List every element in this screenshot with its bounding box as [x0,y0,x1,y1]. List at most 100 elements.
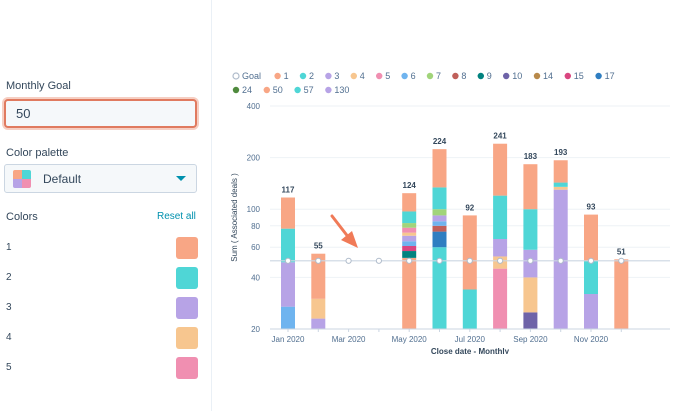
color-row-label: 1 [6,242,12,253]
y-tick-label: 100 [247,205,261,214]
bar-total-label: 241 [493,132,507,141]
color-swatch-button[interactable] [176,267,198,289]
goal-point [436,257,443,264]
legend-label: 57 [304,85,314,95]
bar-total-label: 93 [587,203,596,212]
goal-point [375,257,382,264]
color-row: 3 [0,297,212,321]
bar-segment [281,197,295,229]
legend-item: 50 [263,85,283,95]
color-row-label: 3 [6,302,12,313]
legend-item: 24 [232,85,252,95]
x-tick-label: Jul 2020 [455,335,486,344]
legend-marker [232,86,240,94]
y-axis-title: Sum ( Associated deals ) [230,173,239,262]
bar-segment [553,182,568,187]
legend-label: 3 [334,71,339,81]
y-tick-label: 60 [251,243,260,252]
bar-segment [402,251,417,258]
bar-segment [402,245,417,252]
goal-point [284,257,292,264]
chevron-down-icon [176,176,186,181]
goal-point [557,257,564,264]
color-row: 4 [0,327,212,351]
bar-segment [493,195,508,240]
legend-item: 9 [477,71,492,81]
legend-marker [477,72,484,80]
color-swatch-button[interactable] [176,237,198,259]
legend-label: 4 [360,71,365,81]
y-tick-label: 40 [251,273,260,282]
legend-label: 9 [487,71,492,81]
y-tick-label: 400 [247,102,261,111]
bar-segment [281,228,295,263]
color-palette-value: Default [43,171,82,186]
x-tick-label: Nov 2020 [574,335,609,344]
bar-total-label: 124 [403,181,417,190]
legend-item: 8 [452,71,466,81]
monthly-goal-label: Monthly Goal [6,80,71,92]
bar-total-label: 51 [617,247,626,256]
bar-segment [523,164,538,210]
bar-segment [402,235,417,242]
bar-total-label: 55 [314,242,323,251]
goal-line [270,257,670,264]
x-tick-label: Jan 2020 [272,335,305,344]
legend-item: 14 [533,71,553,81]
bar-segment [432,247,447,329]
legend-label: 6 [411,71,416,81]
legend-label: Goal [242,71,261,81]
bar-segment [432,187,447,210]
chart-settings-panel: Monthly Goal Color palette Default Color… [0,0,212,411]
bar-segment [523,209,538,250]
legend-item: 15 [564,71,584,81]
reset-all-link[interactable]: Reset all [157,211,196,222]
bar-segment [584,214,598,261]
legend-marker [452,72,459,80]
bar-total-label: 183 [524,152,538,161]
chart-bars [281,143,629,329]
legend-marker [595,72,602,80]
legend-label: 10 [512,71,522,81]
goal-point [345,257,352,264]
bar-segment [281,306,295,329]
bar-segment [311,298,326,319]
bar-segment [402,223,417,228]
legend-item: 57 [294,85,314,95]
color-row: 5 [0,357,212,381]
legend-item: 3 [325,71,339,81]
color-swatch-button[interactable] [176,297,198,319]
legend-marker [263,86,270,94]
bar-total-label: 224 [433,137,447,146]
legend-label: 1 [284,71,289,81]
stacked-bar-chart: Goal 1 2 3 4 5 6 7 8 9 10 14 15 17 24 50 57 130 20 40 60 80 1… [230,71,670,354]
legend-marker [232,72,240,80]
bar-segment [493,239,508,257]
legend-label: 5 [385,71,390,81]
legend-marker [376,72,383,80]
color-row-label: 4 [6,332,12,343]
bar-segment [311,318,326,329]
legend-item: 1 [274,71,289,81]
goal-point [497,257,504,264]
goal-point [527,257,534,264]
legend-label: 130 [334,85,349,95]
bar-segment [493,268,508,329]
bar-segment [553,160,568,183]
color-swatch-button[interactable] [176,327,198,349]
bar-segment [432,149,447,188]
legend-item: 130 [325,85,349,95]
color-swatch-button[interactable] [176,357,198,379]
legend-label: 7 [436,71,441,81]
monthly-goal-input[interactable] [4,99,197,128]
color-palette-dropdown[interactable]: Default [4,164,197,193]
bar-segment [432,215,447,222]
bar-segment [402,257,417,329]
bar-segment [493,143,508,196]
bar-segment [311,253,326,299]
bar-segment [553,186,568,190]
bar-segment [584,294,598,329]
x-axis: Jan 2020 Mar 2020 May 2020 Jul 2020 Sep 2020… [270,328,670,354]
x-tick-label: Mar 2020 [332,335,366,344]
legend-marker [564,72,571,80]
